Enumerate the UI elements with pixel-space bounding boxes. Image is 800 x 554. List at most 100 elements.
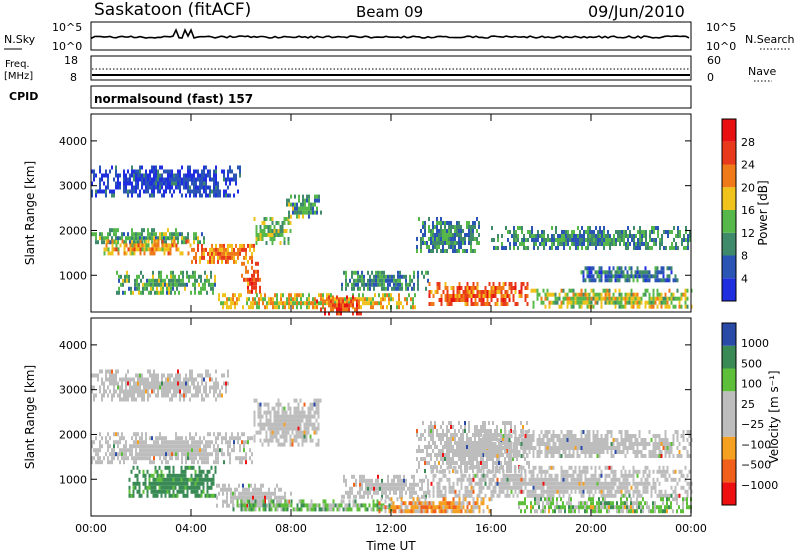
heatmap-cell: [303, 434, 306, 439]
heatmap-cell: [259, 406, 262, 411]
heatmap-cell: [504, 445, 506, 449]
heatmap-cell: [287, 221, 290, 225]
heatmap-cell: [203, 240, 205, 245]
heatmap-cell: [630, 270, 633, 275]
heatmap-cell: [383, 490, 385, 495]
heatmap-cell: [647, 242, 649, 246]
heatmap-cell: [167, 177, 169, 182]
heatmap-cell: [676, 296, 679, 301]
heatmap-cell: [349, 494, 351, 499]
heatmap-cell: [174, 278, 176, 283]
heatmap-cell: [343, 474, 345, 479]
heatmap-cell: [314, 202, 316, 207]
heatmap-cell: [253, 418, 256, 423]
heatmap-cell: [146, 282, 148, 287]
heatmap-cell: [224, 499, 226, 504]
heatmap-cell: [359, 274, 361, 279]
heatmap-cell: [142, 282, 144, 287]
heatmap-cell: [203, 448, 205, 453]
heatmap-cell: [608, 278, 611, 283]
heatmap-cell: [193, 456, 195, 461]
heatmap-cell: [143, 448, 145, 453]
heatmap-cell: [101, 444, 103, 449]
heatmap-cell: [506, 445, 508, 449]
heatmap-cell: [384, 297, 386, 302]
heatmap-cell: [122, 290, 124, 295]
heatmap-cell: [253, 285, 255, 290]
heatmap-cell: [222, 499, 224, 504]
heatmap-cell: [646, 270, 649, 275]
heatmap-cell: [123, 452, 125, 457]
heatmap-cell: [504, 290, 507, 294]
heatmap-cell: [256, 499, 258, 504]
frequency-panel: Freq. [MHz] 18 8 60 0 Nave: [4, 54, 776, 84]
heatmap-cell: [273, 430, 276, 435]
heatmap-cell: [103, 173, 105, 178]
heatmap-cell: [357, 286, 359, 291]
heatmap-cell: [626, 278, 629, 283]
heatmap-cell: [480, 465, 483, 470]
heatmap-cell: [583, 234, 585, 238]
heatmap-cell: [105, 247, 108, 252]
heatmap-cell: [169, 385, 171, 390]
heatmap-cell: [163, 169, 165, 174]
heatmap-cell: [460, 477, 463, 482]
heatmap-cell: [289, 418, 292, 423]
heatmap-cell: [563, 242, 565, 246]
heatmap-cell: [161, 377, 163, 382]
heatmap-cell: [464, 429, 466, 433]
heatmap-cell: [155, 440, 157, 445]
heatmap-cell: [464, 249, 466, 253]
heatmap-cell: [135, 185, 137, 190]
heatmap-cell: [498, 489, 501, 494]
heatmap-cell: [349, 278, 351, 283]
heatmap-cell: [460, 433, 462, 437]
heatmap-cell: [299, 422, 302, 427]
heatmap-cell: [427, 482, 429, 487]
heatmap-cell: [195, 432, 197, 437]
heatmap-cell: [141, 444, 143, 449]
heatmap-cell: [91, 460, 93, 465]
heatmap-cell: [494, 286, 497, 290]
heatmap-cell: [543, 242, 545, 246]
heatmap-cell: [143, 181, 145, 186]
heatmap-cell: [297, 418, 300, 423]
heatmap-cell: [409, 282, 411, 287]
heatmap-cell: [271, 438, 274, 443]
heatmap-cell: [607, 230, 609, 234]
heatmap-cell: [131, 189, 133, 194]
heatmap-cell: [452, 453, 454, 457]
heatmap-cell: [436, 241, 438, 245]
heatmap-cell: [630, 304, 633, 309]
heatmap-cell: [458, 429, 460, 433]
heatmap-cell: [422, 433, 424, 437]
noise-right-label: N.Search: [745, 33, 795, 46]
heatmap-cell: [133, 397, 135, 402]
heatmap-cell: [578, 304, 581, 309]
heatmap-cell: [476, 441, 478, 445]
heatmap-cell: [206, 278, 208, 283]
heatmap-cell: [462, 473, 465, 478]
heatmap-cell: [141, 165, 143, 170]
heatmap-cell: [253, 243, 255, 248]
heatmap-cell: [300, 305, 302, 310]
heatmap-cell: [186, 270, 188, 275]
heatmap-cell: [281, 233, 284, 237]
heatmap-cell: [135, 169, 137, 174]
heatmap-cell: [568, 288, 571, 293]
heatmap-cell: [658, 292, 661, 297]
heatmap-cell: [514, 469, 517, 474]
heatmap-cell: [113, 189, 115, 194]
heatmap-cell: [444, 473, 447, 478]
heatmap-cell: [201, 440, 203, 445]
heatmap-cell: [430, 425, 432, 429]
heatmap-cell: [287, 418, 290, 423]
heatmap-cell: [155, 239, 158, 244]
heatmap-cell: [185, 193, 187, 198]
heatmap-cell: [510, 421, 512, 425]
heatmap-cell: [531, 234, 533, 238]
heatmap-cell: [159, 444, 161, 449]
heatmap-cell: [375, 274, 377, 279]
heatmap-cell: [586, 296, 589, 301]
heatmap-cell: [677, 246, 679, 250]
